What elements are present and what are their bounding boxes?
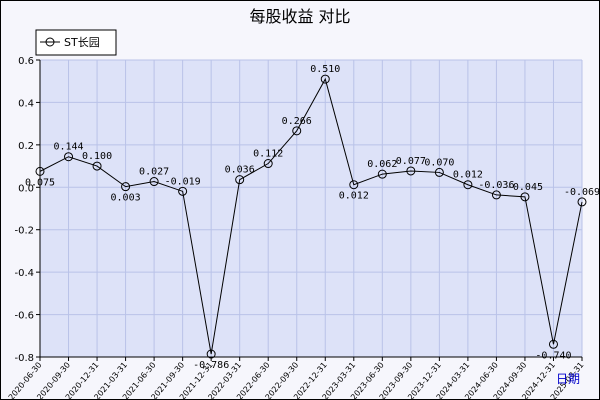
data-point bbox=[349, 180, 359, 190]
data-point bbox=[92, 161, 102, 171]
data-point bbox=[463, 180, 473, 190]
x-axis-ticks: 2020-06-302020-09-302020-12-312021-03-31… bbox=[7, 357, 586, 400]
data-label: -0.045 bbox=[507, 182, 543, 193]
data-point bbox=[434, 167, 444, 177]
grid-lines bbox=[39, 59, 583, 358]
data-points bbox=[35, 74, 587, 359]
data-point bbox=[235, 175, 245, 185]
y-tick-label: 0.0 bbox=[18, 183, 34, 194]
data-point bbox=[520, 192, 530, 202]
legend: ST长园 bbox=[35, 29, 117, 56]
data-label: 0.266 bbox=[282, 116, 312, 127]
data-label: 0.027 bbox=[139, 167, 169, 178]
data-point bbox=[121, 182, 131, 192]
data-label: 0.062 bbox=[367, 159, 397, 170]
data-point bbox=[206, 349, 216, 359]
data-point bbox=[491, 190, 501, 200]
data-point bbox=[263, 159, 273, 169]
plot-area bbox=[40, 60, 582, 357]
data-point bbox=[292, 126, 302, 136]
y-tick-label: -0.2 bbox=[14, 226, 34, 237]
data-point bbox=[320, 74, 330, 84]
y-tick-label: -0.8 bbox=[14, 353, 34, 364]
data-label: 0.012 bbox=[339, 191, 369, 202]
data-label: -0.019 bbox=[165, 176, 201, 187]
data-label: -0.786 bbox=[193, 360, 229, 371]
data-point bbox=[406, 166, 416, 176]
data-label: 0.070 bbox=[424, 157, 454, 168]
data-point bbox=[377, 169, 387, 179]
data-label: 0.036 bbox=[225, 165, 255, 176]
data-label: 0.144 bbox=[53, 142, 83, 153]
legend-marker-icon bbox=[45, 37, 55, 47]
data-label: -0.069 bbox=[564, 187, 600, 198]
data-point bbox=[149, 177, 159, 187]
data-label: 0.003 bbox=[111, 193, 141, 204]
data-label: 0.510 bbox=[310, 64, 340, 75]
data-label: 0.100 bbox=[82, 151, 112, 162]
y-tick-label: -0.6 bbox=[14, 311, 34, 322]
data-label: -0.036 bbox=[478, 180, 514, 191]
legend-label: ST长园 bbox=[64, 36, 100, 49]
data-label: -0.740 bbox=[535, 350, 571, 361]
data-label: 0.112 bbox=[253, 149, 283, 160]
series-polyline bbox=[39, 77, 583, 355]
y-tick-label: 0.6 bbox=[18, 56, 34, 67]
data-label: 0.077 bbox=[396, 156, 426, 167]
y-tick-label: 0.4 bbox=[18, 98, 34, 109]
y-tick-label: -0.4 bbox=[14, 268, 34, 279]
data-point bbox=[178, 186, 188, 196]
data-label: 0.012 bbox=[453, 170, 483, 181]
x-axis-label: 日期 bbox=[556, 372, 580, 386]
data-point bbox=[548, 339, 558, 349]
data-point bbox=[64, 152, 74, 162]
chart-title: 每股收益 对比 bbox=[249, 7, 350, 26]
y-axis-ticks: 0.6 0.4 0.2 0.0 -0.2 -0.4 -0.6 -0.8 bbox=[14, 56, 40, 364]
data-point bbox=[577, 197, 587, 207]
series-line bbox=[39, 77, 583, 355]
y-tick-label: 0.2 bbox=[18, 141, 34, 152]
